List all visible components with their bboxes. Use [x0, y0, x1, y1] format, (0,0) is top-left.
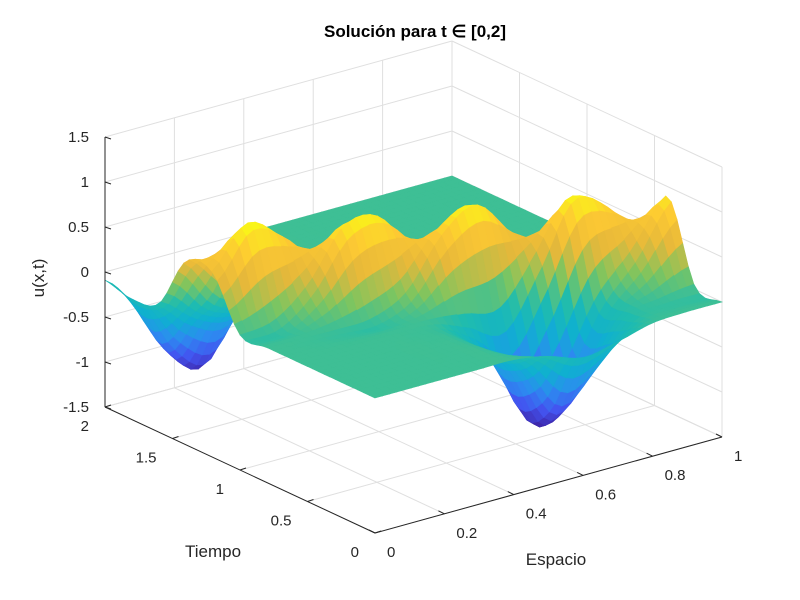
z-tick [104, 316, 112, 320]
z-tick [104, 271, 112, 275]
y-tick-label: 1.5 [136, 450, 157, 467]
z-tick [104, 181, 112, 185]
surface-patch [368, 393, 384, 399]
grid-line [451, 85, 723, 213]
z-tick-label: -0.5 [63, 309, 89, 326]
x-tick-label: 0.8 [665, 467, 686, 484]
surface-patch [217, 271, 231, 296]
grid-line [104, 85, 453, 183]
x-tick [646, 452, 653, 457]
y-tick [239, 467, 247, 471]
z-tick-label: 1 [81, 174, 89, 191]
x-tick-label: 0 [387, 544, 395, 561]
grid-line [307, 405, 655, 502]
x-tick-label: 0.2 [456, 525, 477, 542]
y-tick-label: 0 [351, 544, 359, 561]
x-tick [438, 510, 445, 515]
y-tick [172, 436, 179, 439]
grid-line [104, 130, 453, 228]
z-tick-label: 0 [81, 264, 89, 281]
x-tick-label: 0.4 [526, 506, 547, 523]
chart-title: Solución para t ∈ [0,2] [324, 22, 506, 41]
x-tick [715, 433, 723, 438]
x-tick [368, 529, 376, 534]
y-tick-label: 2 [81, 418, 89, 435]
y-tick [307, 499, 314, 502]
axes-lines [104, 136, 723, 534]
z-tick-label: 1.5 [68, 129, 89, 146]
y-axis-label: Tiempo [185, 542, 241, 561]
grid-line [104, 40, 453, 138]
y-tick-label: 1 [216, 481, 224, 498]
grid-line [451, 40, 723, 168]
z-tick-label: -1 [76, 354, 89, 371]
z-tick [104, 136, 112, 140]
z-tick [104, 226, 112, 230]
z-tick [104, 361, 112, 365]
x-tick [507, 491, 515, 496]
z-tick [104, 406, 112, 410]
tick-labels: 0 0.2 0.4 0.6 0.8 1 0 0.5 1 1.5 2 -1.5 -1 -0.5 0 0.5 1 1.… [63, 129, 742, 561]
x-tick-label: 1 [734, 448, 742, 465]
y-tick [104, 404, 112, 408]
surface [104, 175, 724, 428]
y-tick-label: 0.5 [271, 513, 292, 530]
x-axis-line [374, 436, 723, 534]
x-tick [576, 471, 584, 476]
z-tick-label: -1.5 [63, 399, 89, 416]
z-axis-label: u(x,t) [29, 259, 48, 298]
z-tick-label: 0.5 [68, 219, 89, 236]
x-axis-label: Espacio [526, 550, 586, 569]
y-tick [374, 530, 382, 534]
x-tick-label: 0.6 [595, 486, 616, 503]
